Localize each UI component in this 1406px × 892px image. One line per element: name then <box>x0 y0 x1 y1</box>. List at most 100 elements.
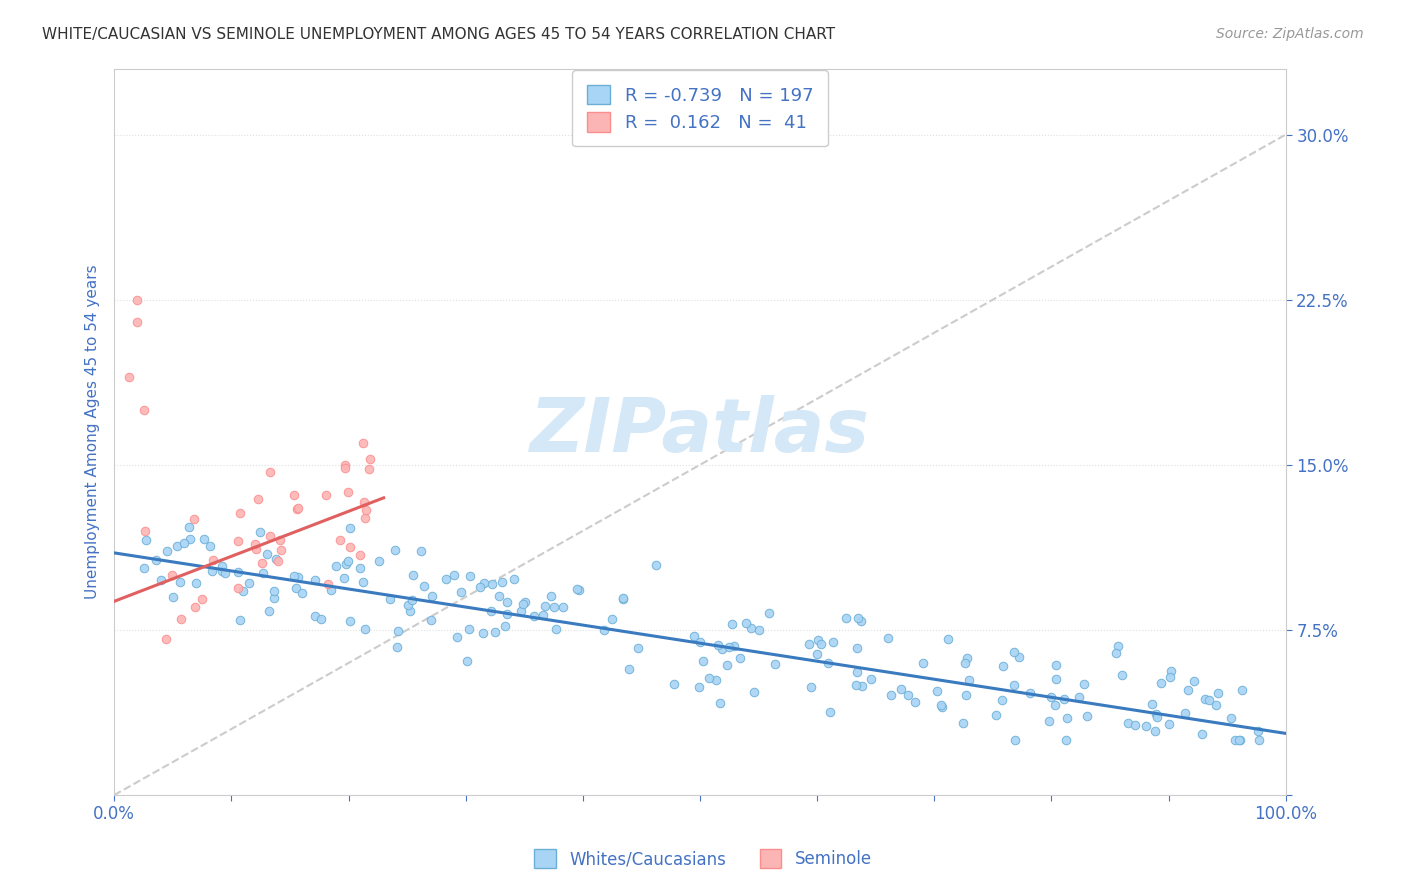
Point <box>936 632 959 646</box>
Point <box>692 654 714 668</box>
Point <box>728 651 751 665</box>
Point <box>515 595 537 609</box>
Point <box>1249 733 1271 747</box>
Point <box>353 495 375 509</box>
Point <box>1073 677 1095 691</box>
Point <box>1247 723 1270 738</box>
Point <box>565 582 588 597</box>
Point <box>709 696 731 710</box>
Point <box>1182 673 1205 688</box>
Point <box>329 533 352 548</box>
Point <box>1229 733 1251 747</box>
Point <box>385 640 408 654</box>
Point <box>1135 718 1157 732</box>
Point <box>443 568 465 582</box>
Point <box>502 572 524 586</box>
Point <box>1159 669 1181 683</box>
Point <box>689 635 711 649</box>
Point <box>846 641 869 656</box>
Point <box>412 579 434 593</box>
Point <box>897 688 920 702</box>
Point <box>321 583 343 598</box>
Point <box>468 580 491 594</box>
Point <box>287 570 309 584</box>
Point <box>252 566 274 580</box>
Point <box>986 708 1008 723</box>
Point <box>931 700 953 714</box>
Point <box>243 537 266 551</box>
Point <box>211 559 233 574</box>
Point <box>226 534 249 549</box>
Point <box>627 641 650 656</box>
Point <box>929 698 952 713</box>
Point <box>409 544 432 558</box>
Point <box>740 621 762 635</box>
Point <box>717 640 740 655</box>
Point <box>384 542 406 557</box>
Text: ZIPatlas: ZIPatlas <box>530 395 870 468</box>
Point <box>1108 640 1130 654</box>
Point <box>229 506 252 520</box>
Point <box>890 682 912 697</box>
Point <box>645 558 668 573</box>
Point <box>496 595 519 609</box>
Point <box>226 581 249 595</box>
Point <box>806 648 828 662</box>
Point <box>1198 693 1220 707</box>
Point <box>1160 664 1182 678</box>
Point <box>484 624 506 639</box>
Point <box>1105 646 1128 660</box>
Point <box>472 575 495 590</box>
Point <box>349 548 371 562</box>
Point <box>316 577 339 591</box>
Point <box>1007 650 1029 665</box>
Point <box>125 315 148 329</box>
Point <box>472 626 495 640</box>
Point <box>1056 711 1078 725</box>
Point <box>304 573 326 587</box>
Point <box>450 585 472 599</box>
Point <box>612 591 634 606</box>
Point <box>285 501 308 516</box>
Point <box>198 539 221 553</box>
Point <box>1002 645 1025 659</box>
Point <box>600 612 623 626</box>
Point <box>1194 692 1216 706</box>
Point <box>543 600 565 615</box>
Point <box>162 590 184 604</box>
Point <box>1191 727 1213 741</box>
Point <box>697 671 720 685</box>
Point <box>991 659 1014 673</box>
Point <box>1140 697 1163 711</box>
Point <box>349 561 371 575</box>
Point <box>250 556 273 570</box>
Point <box>134 524 156 538</box>
Point <box>1146 710 1168 724</box>
Point <box>287 500 309 515</box>
Point <box>1053 692 1076 706</box>
Point <box>183 511 205 525</box>
Point <box>1157 716 1180 731</box>
Point <box>711 641 734 656</box>
Point <box>259 529 281 543</box>
Point <box>664 677 686 691</box>
Point <box>357 462 380 476</box>
Point <box>956 651 979 665</box>
Point <box>256 547 278 561</box>
Point <box>420 590 443 604</box>
Point <box>191 591 214 606</box>
Point <box>496 607 519 621</box>
Point <box>1076 709 1098 723</box>
Point <box>593 623 616 637</box>
Point <box>744 685 766 699</box>
Point <box>232 584 254 599</box>
Point <box>797 637 820 651</box>
Point <box>118 369 141 384</box>
Point <box>807 633 830 648</box>
Point <box>820 705 842 719</box>
Point <box>849 614 872 628</box>
Point <box>800 680 823 694</box>
Point <box>446 630 468 644</box>
Point <box>368 554 391 568</box>
Point <box>1206 686 1229 700</box>
